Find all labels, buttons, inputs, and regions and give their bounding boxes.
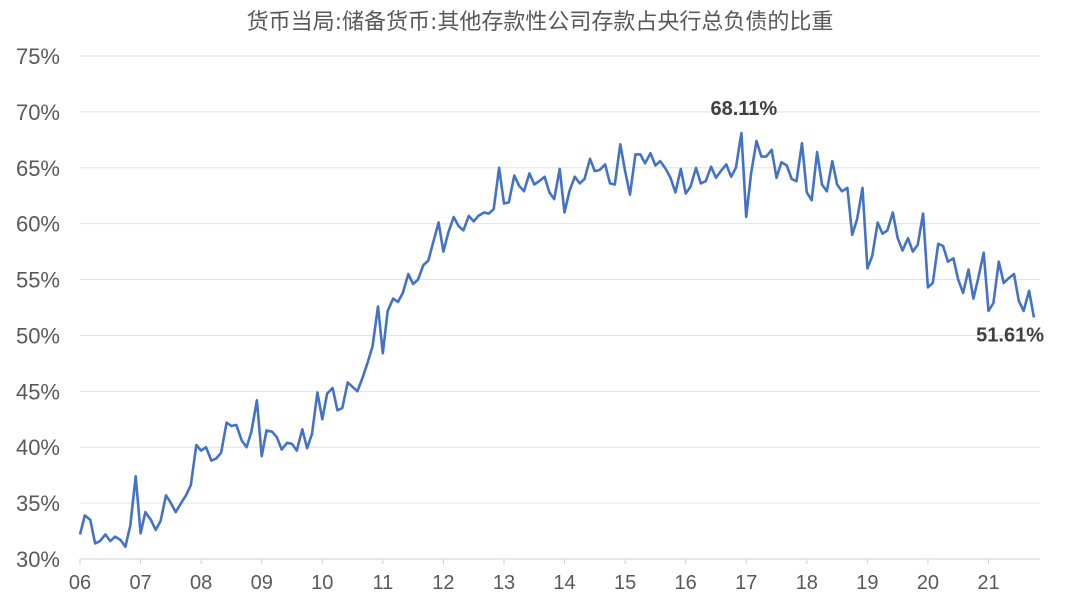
y-tick-label: 65% xyxy=(16,156,60,181)
chart-title: 货币当局:储备货币:其他存款性公司存款占央行总负债的比重 xyxy=(246,10,834,35)
y-tick-label: 35% xyxy=(16,491,60,516)
y-tick-label: 50% xyxy=(16,323,60,348)
data-label: 68.11% xyxy=(710,98,777,120)
x-axis-ticks: 06 07 08 09 10 11 12 13 14 15 16 17 18 19 20 21 xyxy=(69,559,1000,594)
x-tick-label: 14 xyxy=(553,572,575,594)
y-tick-label: 55% xyxy=(16,268,60,293)
x-tick-label: 19 xyxy=(856,572,878,594)
x-tick-label: 13 xyxy=(493,572,515,594)
y-tick-label: 60% xyxy=(16,212,60,237)
y-tick-label: 40% xyxy=(16,435,60,460)
series xyxy=(78,131,1036,549)
x-tick-label: 10 xyxy=(311,572,333,594)
y-tick-label: 30% xyxy=(16,547,60,572)
x-tick-label: 12 xyxy=(432,572,454,594)
gridlines xyxy=(80,55,1040,560)
x-tick-label: 07 xyxy=(129,572,151,594)
x-tick-label: 08 xyxy=(190,572,212,594)
x-tick-label: 17 xyxy=(735,572,757,594)
series-line xyxy=(78,131,1036,549)
data-label: 51.61% xyxy=(976,324,1044,346)
y-tick-label: 70% xyxy=(16,100,60,125)
x-tick-label: 18 xyxy=(796,572,818,594)
x-tick-label: 20 xyxy=(917,572,939,594)
y-axis-ticks: 30% 35% 40% 45% 50% 55% 60% 65% 70% 75% xyxy=(16,44,60,572)
annotations: 68.11% 51.61% xyxy=(710,98,1044,346)
y-tick-label: 75% xyxy=(16,44,60,69)
x-tick-label: 15 xyxy=(614,572,636,594)
x-tick-label: 21 xyxy=(977,572,999,594)
x-tick-label: 06 xyxy=(69,572,91,594)
x-tick-label: 16 xyxy=(675,572,697,594)
x-tick-label: 11 xyxy=(372,572,393,594)
y-tick-label: 45% xyxy=(16,379,60,404)
x-tick-label: 09 xyxy=(251,572,273,594)
